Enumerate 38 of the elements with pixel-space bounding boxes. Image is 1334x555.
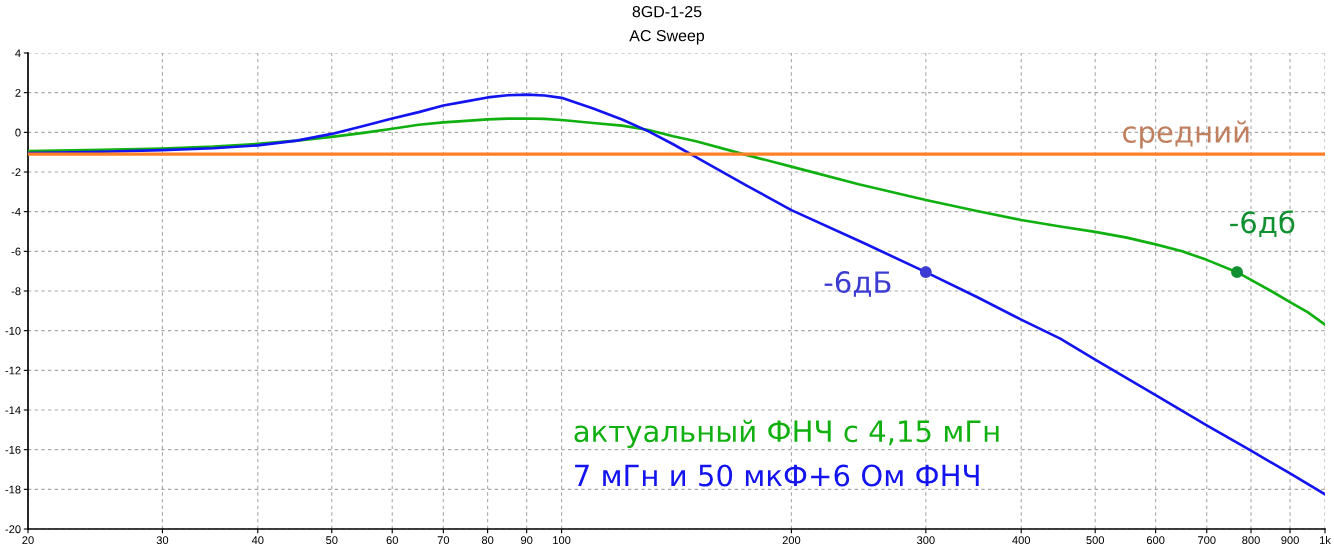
x-tick-label: 1k — [1319, 535, 1331, 544]
y-tick-label: -12 — [5, 366, 21, 375]
y-tick-label: -10 — [5, 326, 21, 335]
y-tick-label: 2 — [15, 88, 21, 97]
x-tick-label: 50 — [326, 536, 338, 545]
y-tick-label: -6 — [11, 247, 21, 256]
x-tick-label: 900 — [1281, 536, 1299, 545]
x-tick-label: 60 — [386, 536, 398, 545]
x-tick-label: 800 — [1242, 536, 1260, 545]
text: актуальный ФНЧ с 4,15 мГн — [574, 419, 999, 448]
x-tick-label: 300 — [916, 536, 935, 545]
y-tick-label: -18 — [5, 485, 21, 494]
y-tick-label: -20 — [5, 525, 21, 534]
x-tick-label: 600 — [1146, 536, 1165, 545]
text: 7 мГн и 50 мкФ+6 Ом ФНЧ — [575, 464, 979, 487]
x-tick-label: 90 — [521, 536, 533, 545]
x-tick-label: 500 — [1086, 536, 1105, 545]
y-tick-label: -14 — [5, 406, 21, 415]
ref-line-label: средний — [1123, 120, 1249, 149]
x-tick-label: 200 — [782, 536, 801, 545]
series-label: -6дБ — [824, 271, 891, 297]
x-tick-label: 40 — [251, 536, 264, 545]
chart-subtitle: AC Sweep — [629, 29, 705, 45]
x-tick-label: 700 — [1198, 536, 1216, 545]
chart-title: 8GD-1-25 — [632, 5, 702, 18]
y-tick-label: 0 — [15, 128, 21, 137]
x-tick-label: 30 — [156, 536, 169, 545]
y-tick-label: -4 — [11, 208, 21, 216]
x-tick-label: 70 — [437, 536, 450, 545]
series-label: -6дб — [1230, 210, 1295, 238]
x-tick-label: 100 — [553, 536, 571, 545]
x-tick-label: 80 — [481, 536, 494, 545]
y-tick-label: -8 — [11, 287, 21, 296]
x-tick-label: 20 — [22, 536, 34, 545]
y-tick-label: -2 — [11, 168, 21, 177]
x-tick-label: 400 — [1012, 536, 1031, 545]
y-tick-label: 4 — [15, 49, 21, 58]
y-tick-label: -16 — [5, 445, 21, 454]
